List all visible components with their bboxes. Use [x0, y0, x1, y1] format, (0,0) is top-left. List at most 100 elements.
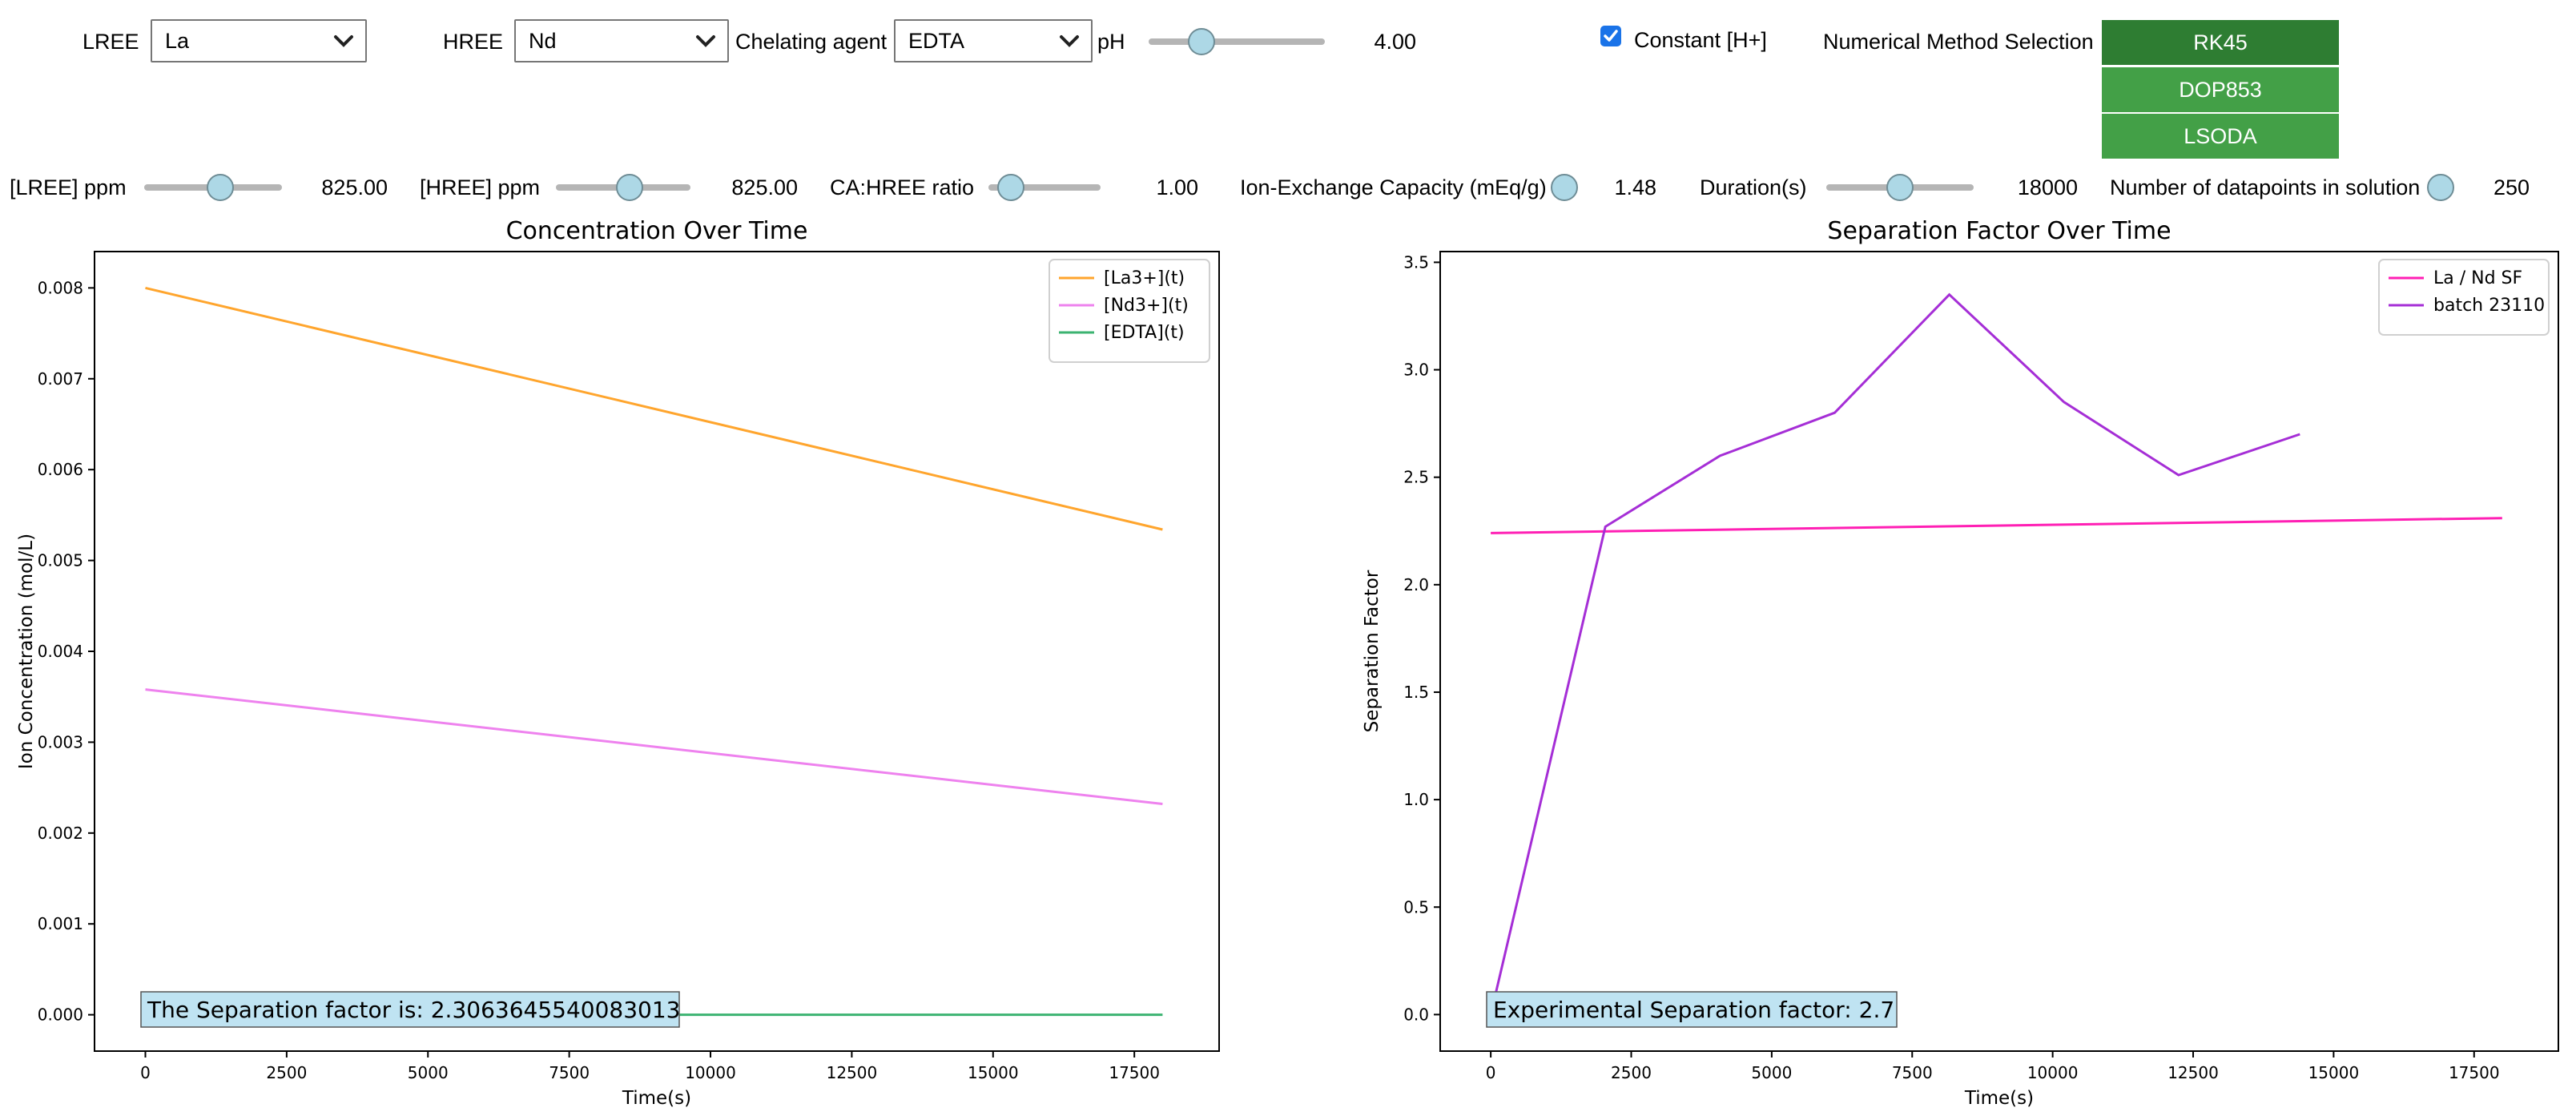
chelating-agent-select[interactable]: EDTA	[894, 19, 1093, 62]
ion-exchange-capacity-slider[interactable]	[1551, 171, 1578, 203]
method-lsoda-button[interactable]: LSODA	[2102, 114, 2339, 159]
x-tick-label: 2500	[266, 1063, 307, 1082]
x-axis-label: Time(s)	[1964, 1088, 2034, 1109]
x-tick-label: 12500	[2167, 1063, 2219, 1082]
hree-select-value: Nd	[529, 29, 557, 53]
x-tick-label: 2500	[1611, 1063, 1652, 1082]
ion-exchange-capacity-value: 1.48	[1614, 175, 1656, 199]
series-line	[145, 688, 1163, 805]
x-tick-label: 17500	[2449, 1063, 2500, 1082]
annotation-text: Experimental Separation factor: 2.7	[1493, 997, 1894, 1023]
chelating-agent-value: EDTA	[908, 29, 965, 53]
ph-slider[interactable]	[1149, 26, 1325, 58]
lree-ppm-value: 825.00	[321, 175, 388, 199]
hree-ppm-value: 825.00	[731, 175, 798, 199]
y-tick-label: 0.005	[38, 551, 83, 570]
y-tick-label: 3.5	[1403, 252, 1429, 272]
hree-ppm-label: [HREE] ppm	[420, 175, 541, 199]
series-line	[1491, 517, 2502, 534]
datapoints-value: 250	[2493, 175, 2530, 199]
method-rk45-button[interactable]: RK45	[2102, 20, 2339, 65]
y-tick-label: 1.5	[1403, 683, 1429, 702]
lree-ppm-slider[interactable]	[144, 171, 282, 203]
y-tick-label: 0.5	[1403, 897, 1429, 917]
lree-select-value: La	[165, 29, 190, 53]
slider-thumb[interactable]	[1551, 174, 1578, 201]
slider-thumb[interactable]	[616, 174, 644, 201]
hree-ppm-slider[interactable]	[556, 171, 690, 203]
plot-frame	[94, 251, 1220, 1052]
x-tick-label: 12500	[827, 1063, 878, 1082]
ph-label: pH	[1097, 30, 1125, 54]
datapoints-label: Number of datapoints in solution	[2110, 175, 2421, 199]
y-tick-label: 0.003	[38, 732, 83, 751]
slider-thumb[interactable]	[2427, 174, 2454, 201]
y-tick-label: 0.004	[38, 642, 83, 661]
y-tick-label: 0.001	[38, 914, 83, 933]
constant-h-label: Constant [H+]	[1634, 28, 1767, 52]
y-axis-label: Separation Factor	[1362, 570, 1383, 732]
duration-value: 18000	[2017, 175, 2078, 199]
ion-exchange-capacity-label: Ion-Exchange Capacity (mEq/g)	[1240, 175, 1547, 199]
annotation-box	[1486, 991, 1898, 1028]
y-tick-label: 1.0	[1403, 790, 1429, 809]
y-tick-label: 0.007	[38, 369, 83, 389]
duration-slider[interactable]	[1826, 171, 1974, 203]
slider-track	[988, 184, 1101, 191]
chevron-down-icon	[696, 35, 715, 47]
x-tick-label: 7500	[549, 1063, 590, 1082]
constant-h-checkbox[interactable]	[1600, 26, 1621, 46]
lree-select[interactable]: La	[151, 19, 367, 62]
datapoints-slider[interactable]	[2427, 171, 2454, 203]
ca-hree-ratio-value: 1.00	[1156, 175, 1198, 199]
y-tick-label: 2.0	[1403, 575, 1429, 594]
lree-ppm-label: [LREE] ppm	[10, 175, 127, 199]
x-tick-label: 0	[140, 1063, 151, 1082]
x-tick-label: 15000	[968, 1063, 1019, 1082]
y-tick-label: 3.0	[1403, 361, 1429, 380]
annotation-text: The Separation factor is: 2.306364554008…	[147, 997, 681, 1023]
x-tick-label: 10000	[685, 1063, 736, 1082]
chart-title: Separation Factor Over Time	[1827, 217, 2171, 245]
x-axis-label: Time(s)	[622, 1088, 691, 1109]
series-line	[145, 286, 1163, 531]
y-tick-label: 0.006	[38, 460, 83, 479]
x-tick-label: 5000	[1751, 1063, 1792, 1082]
x-tick-label: 10000	[2027, 1063, 2079, 1082]
x-tick-label: 0	[1486, 1063, 1496, 1082]
y-tick-label: 0.008	[38, 278, 83, 297]
x-tick-label: 15000	[2308, 1063, 2360, 1082]
method-dop853-button[interactable]: DOP853	[2102, 67, 2339, 112]
annotation-box	[140, 991, 680, 1028]
chart-title: Concentration Over Time	[506, 217, 808, 245]
hree-select[interactable]: Nd	[514, 19, 729, 62]
checkmark-icon	[1604, 30, 1618, 42]
ca-hree-ratio-slider[interactable]	[988, 171, 1101, 203]
ca-hree-ratio-label: CA:HREE ratio	[830, 175, 975, 199]
chevron-down-icon	[334, 35, 353, 47]
legend-box	[1049, 259, 1210, 363]
hree-label: HREE	[443, 30, 504, 54]
chevron-down-icon	[1060, 35, 1079, 47]
y-tick-label: 2.5	[1403, 468, 1429, 487]
y-tick-label: 0.002	[38, 824, 83, 843]
slider-thumb[interactable]	[1188, 28, 1215, 55]
slider-thumb[interactable]	[997, 174, 1024, 201]
series-line	[1489, 292, 2300, 1015]
y-axis-label: Ion Concentration (mol/L)	[16, 534, 37, 769]
legend-label: [EDTA](t)	[1104, 323, 1185, 343]
chelating-agent-label: Chelating agent	[735, 30, 888, 54]
concentration-chart: Concentration Over Time 0 2500 5000 7500 1000…	[16, 217, 1220, 1109]
duration-label: Duration(s)	[1700, 175, 1807, 199]
y-tick-label: 0.0	[1403, 1005, 1429, 1024]
legend-label: batch 23110	[2433, 296, 2545, 316]
legend-label: [Nd3+](t)	[1104, 296, 1189, 316]
slider-track	[1149, 38, 1325, 45]
x-tick-label: 5000	[408, 1063, 449, 1082]
x-tick-label: 17500	[1109, 1063, 1160, 1082]
slider-thumb[interactable]	[206, 174, 234, 201]
slider-thumb[interactable]	[1886, 174, 1914, 201]
plot-frame	[1439, 251, 2559, 1052]
lree-label: LREE	[83, 30, 139, 54]
ph-value: 4.00	[1374, 30, 1416, 54]
